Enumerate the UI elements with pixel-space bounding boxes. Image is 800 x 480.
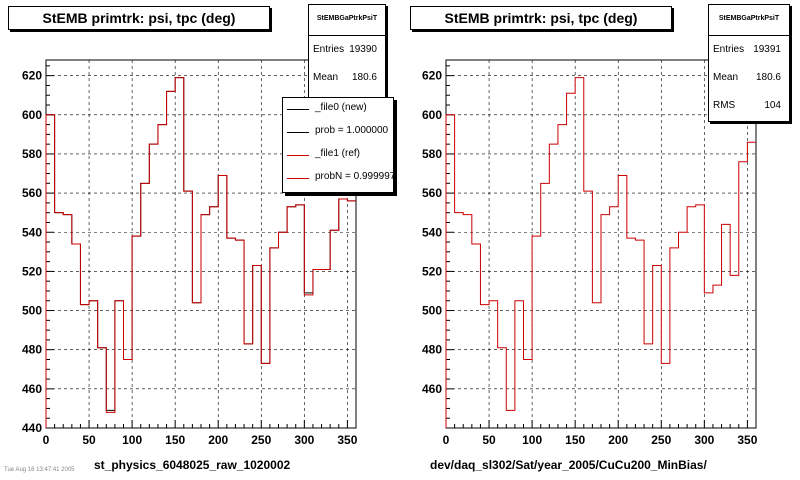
left-y-tick-label-480: 480 (22, 343, 42, 357)
right-y-tick-label-500: 500 (422, 304, 442, 318)
legend-label-file0: _file0 (new) (315, 102, 367, 113)
right-stats-box: StEMBGaPtrkPsiT Entries 19391 Mean 180.6… (708, 4, 790, 122)
left-x-tick-label-100: 100 (122, 433, 142, 447)
right-y-tick-label-560: 560 (422, 186, 442, 200)
legend-label-probn: probN = 0.999997 (315, 171, 394, 182)
left-x-tick-label-200: 200 (208, 433, 228, 447)
legend-line-file0 (287, 109, 309, 110)
right-entries-label: Entries (713, 44, 745, 55)
left-y-tick-label-460: 460 (22, 382, 42, 396)
left-x-axis-label: st_physics_6048025_raw_1020002 (94, 458, 291, 472)
left-x-tick-label-350: 350 (337, 433, 357, 447)
left-y-tick-label-440: 440 (22, 421, 42, 435)
right-series-0 (445, 77, 756, 428)
legend-label-prob: prob = 1.000000 (315, 125, 389, 136)
right-x-tick-label-50: 50 (482, 433, 496, 447)
right-x-tick-label-200: 200 (608, 433, 628, 447)
right-x-axis-label: dev/daq_sl302/Sat/year_2005/CuCu200_MinB… (430, 458, 707, 472)
left-x-tick-label-0: 0 (43, 433, 50, 447)
right-mean-label: Mean (713, 72, 739, 83)
left-y-tick-label-620: 620 (22, 69, 42, 83)
right-y-tick-label-480: 480 (422, 343, 442, 357)
right-x-tick-label-0: 0 (443, 433, 450, 447)
left-x-tick-label-50: 50 (82, 433, 96, 447)
right-stats-name: StEMBGaPtrkPsiT (709, 5, 789, 36)
left-y-tick-label-520: 520 (22, 264, 42, 278)
left-legend: _file0 (new) prob = 1.000000 _file1 (ref… (282, 97, 394, 193)
legend-line-probn (287, 178, 309, 179)
legend-entry-file1: _file1 (ref) (283, 144, 393, 167)
right-y-tick-label-520: 520 (422, 264, 442, 278)
left-x-tick-label-150: 150 (165, 433, 185, 447)
left-stats-box: StEMBGaPtrkPsiT Entries 19390 Mean 180.6 (308, 4, 386, 98)
footer-timestamp: Tue Aug 16 13:47:41 2005 (4, 467, 75, 473)
left-y-tick-label-540: 540 (22, 225, 42, 239)
right-rms-value: 104 (764, 100, 781, 111)
left-plot: 0 50 100 150 200 250 300 350 440 460 480 500 520 540 5… (22, 59, 358, 447)
right-y-tick-label-460: 460 (422, 382, 442, 396)
left-y-tick-label-580: 580 (22, 147, 42, 161)
left-mean-label: Mean (313, 72, 339, 83)
left-y-tick-label-600: 600 (22, 108, 42, 122)
right-y-tick-label-540: 540 (422, 225, 442, 239)
right-entries-value: 19391 (753, 44, 781, 55)
right-x-tick-label-100: 100 (522, 433, 542, 447)
left-y-tick-label-500: 500 (22, 304, 42, 318)
right-x-tick-label-350: 350 (737, 433, 757, 447)
right-y-tick-label-600: 600 (422, 108, 442, 122)
legend-line-prob (287, 132, 309, 133)
left-stats-name: StEMBGaPtrkPsiT (309, 5, 385, 36)
right-y-tick-label-620: 620 (422, 69, 442, 83)
right-x-tick-label-250: 250 (651, 433, 671, 447)
left-mean-value: 180.6 (351, 72, 377, 83)
left-title: StEMB primtrk: psi, tpc (deg) (8, 6, 270, 30)
right-y-tick-label-580: 580 (422, 147, 442, 161)
left-y-tick-label-560: 560 (22, 186, 42, 200)
left-entries-label: Entries (313, 44, 345, 55)
legend-entry-probn: probN = 0.999997 (283, 167, 393, 190)
right-mean-value: 180.6 (755, 72, 781, 83)
legend-line-file1 (287, 155, 309, 156)
right-rms-label: RMS (713, 100, 736, 111)
right-title: StEMB primtrk: psi, tpc (deg) (410, 6, 672, 30)
legend-entry-prob: prob = 1.000000 (283, 121, 393, 144)
left-series-1 (45, 77, 356, 428)
left-x-tick-label-300: 300 (294, 433, 314, 447)
right-x-tick-label-300: 300 (694, 433, 714, 447)
left-x-tick-label-250: 250 (251, 433, 271, 447)
legend-label-file1: _file1 (ref) (315, 148, 361, 159)
right-x-tick-label-150: 150 (565, 433, 585, 447)
left-entries-value: 19390 (349, 44, 377, 55)
legend-entry-file0: _file0 (new) (283, 98, 393, 121)
